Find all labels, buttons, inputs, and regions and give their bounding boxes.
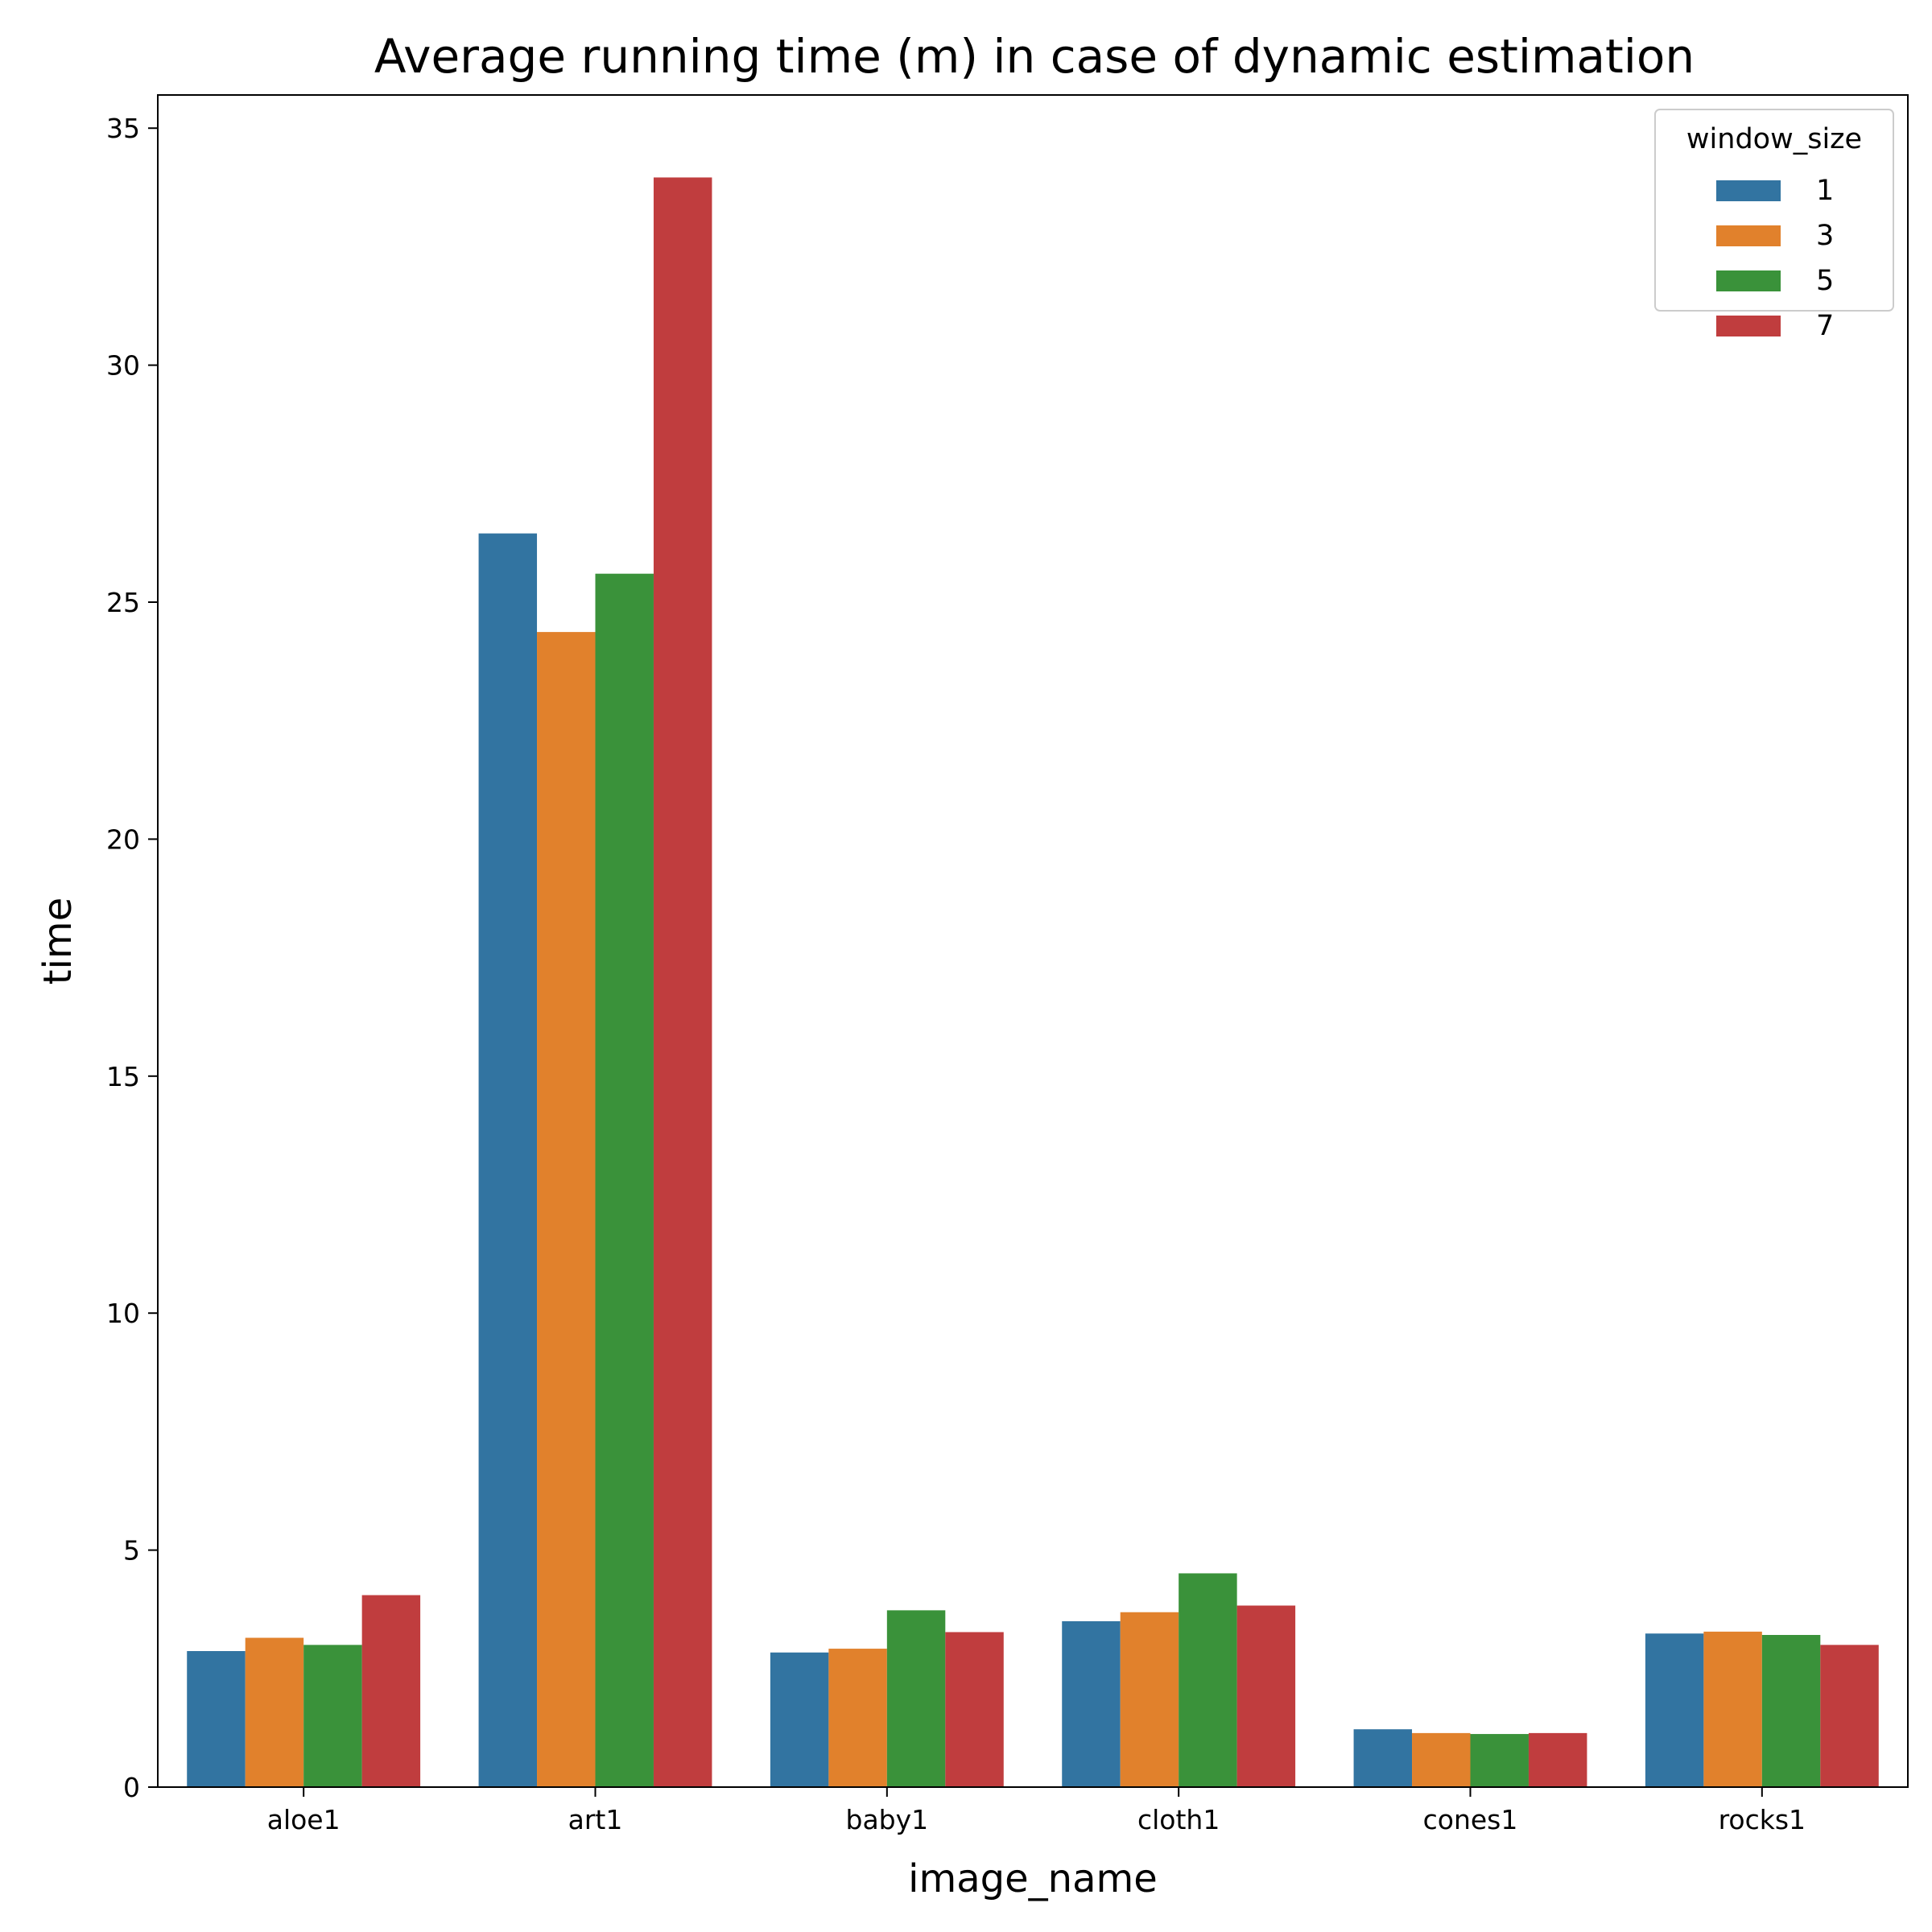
bar-aloe1-ws5 xyxy=(303,1645,362,1787)
bar-cones1-ws7 xyxy=(1528,1732,1587,1787)
legend-swatch-ws3 xyxy=(1716,225,1781,246)
bar-art1-ws5 xyxy=(595,573,654,1787)
legend-label-ws7: 7 xyxy=(1816,310,1834,342)
y-tick-label: 35 xyxy=(106,113,140,144)
legend-title: window_size xyxy=(1686,123,1862,155)
x-tick-label-rocks1: rocks1 xyxy=(1719,1804,1806,1835)
bar-cloth1-ws7 xyxy=(1236,1605,1296,1787)
bar-rocks1-ws7 xyxy=(1820,1645,1879,1787)
bar-art1-ws3 xyxy=(537,632,596,1787)
bars-layer xyxy=(187,177,1879,1787)
chart-title: Average running time (m) in case of dyna… xyxy=(374,29,1695,84)
plot-frame xyxy=(157,94,1909,1788)
y-tick-label: 25 xyxy=(106,587,140,618)
y-tick-label: 30 xyxy=(106,350,140,382)
y-tick-label: 5 xyxy=(123,1535,140,1567)
bar-baby1-ws5 xyxy=(886,1610,946,1787)
bar-rocks1-ws5 xyxy=(1761,1634,1821,1787)
bar-aloe1-ws3 xyxy=(245,1637,304,1787)
x-tick-label-cloth1: cloth1 xyxy=(1137,1804,1220,1835)
x-tick-label-art1: art1 xyxy=(568,1804,623,1835)
bar-cloth1-ws5 xyxy=(1179,1573,1237,1787)
bar-cones1-ws1 xyxy=(1353,1729,1413,1787)
legend: window_size 1 3 5 7 xyxy=(1654,109,1894,342)
bar-rocks1-ws3 xyxy=(1703,1631,1762,1787)
x-tick-label-aloe1: aloe1 xyxy=(267,1804,341,1835)
legend-items: 1 3 5 7 xyxy=(1716,175,1834,342)
bar-baby1-ws1 xyxy=(770,1652,829,1787)
legend-swatch-ws5 xyxy=(1716,270,1781,291)
y-tick-label: 0 xyxy=(123,1772,140,1803)
legend-box xyxy=(1654,109,1894,312)
x-axis-label: image_name xyxy=(908,1856,1158,1901)
bar-aloe1-ws1 xyxy=(187,1651,246,1787)
bar-rocks1-ws1 xyxy=(1645,1633,1704,1787)
bar-cones1-ws3 xyxy=(1412,1732,1471,1787)
legend-label-ws3: 3 xyxy=(1816,220,1834,252)
bar-cones1-ws5 xyxy=(1470,1734,1529,1787)
legend-swatch-ws7 xyxy=(1716,316,1781,336)
y-axis: 0 5 10 15 20 25 30 35 xyxy=(106,113,158,1803)
x-tick-label-cones1: cones1 xyxy=(1423,1804,1518,1835)
y-tick-label: 10 xyxy=(106,1298,140,1329)
legend-label-ws1: 1 xyxy=(1816,175,1834,207)
legend-label-ws5: 5 xyxy=(1816,265,1834,297)
bar-cloth1-ws3 xyxy=(1120,1612,1179,1787)
bar-baby1-ws7 xyxy=(945,1632,1004,1787)
y-tick-label: 15 xyxy=(106,1061,140,1092)
bar-art1-ws7 xyxy=(653,177,712,1787)
bar-cloth1-ws1 xyxy=(1062,1620,1121,1787)
bar-art1-ws1 xyxy=(478,533,538,1787)
y-axis-label: time xyxy=(35,898,80,985)
y-tick-label: 20 xyxy=(106,824,140,855)
bar-aloe1-ws7 xyxy=(361,1595,421,1787)
x-axis: aloe1 art1 baby1 cloth1 cones1 rocks1 xyxy=(267,1787,1806,1835)
bar-baby1-ws3 xyxy=(828,1649,887,1787)
legend-swatch-ws1 xyxy=(1716,180,1781,201)
x-tick-label-baby1: baby1 xyxy=(846,1804,929,1835)
